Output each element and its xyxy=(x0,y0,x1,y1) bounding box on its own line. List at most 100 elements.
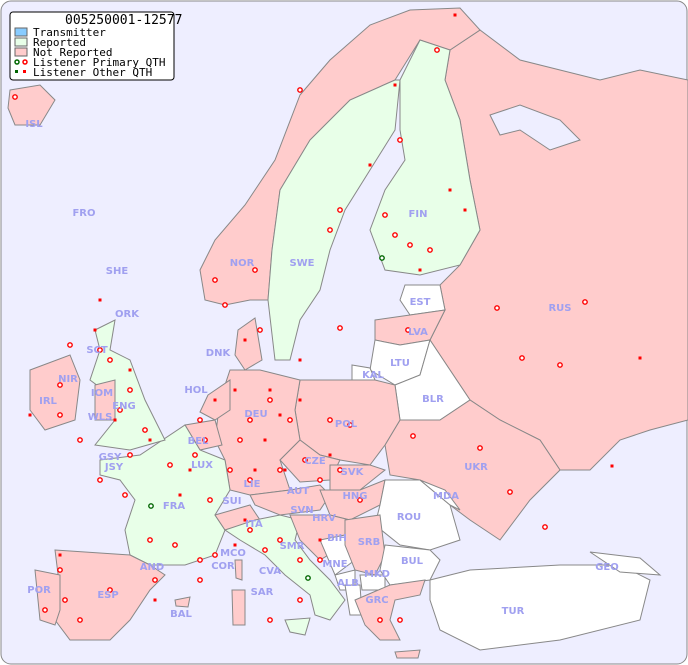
country-label-wls: WLS xyxy=(88,412,113,423)
country-geo xyxy=(589,551,662,576)
listener-primary-qth-marker xyxy=(302,457,308,463)
country-label-srb: SRB xyxy=(358,537,381,548)
listener-other-qth-marker xyxy=(148,438,152,442)
country-label-pol: POL xyxy=(335,419,358,430)
listener-primary-qth-marker-green xyxy=(148,503,154,509)
listener-primary-qth-marker xyxy=(57,382,63,388)
country-label-mkd: MKD xyxy=(364,569,390,580)
country-label-cor: COR xyxy=(211,561,235,572)
listener-other-qth-marker xyxy=(318,538,322,542)
listener-other-qth-marker xyxy=(233,388,237,392)
listener-primary-qth-marker xyxy=(262,547,268,553)
listener-primary-qth-marker xyxy=(67,342,73,348)
listener-primary-qth-marker xyxy=(297,597,303,603)
country-label-grc: GRC xyxy=(365,595,388,606)
listener-primary-qth-marker xyxy=(252,267,258,273)
country-label-mda: MDA xyxy=(433,491,459,502)
listener-other-qth-marker xyxy=(243,338,247,342)
country-label-svn: SVN xyxy=(290,505,313,516)
listener-primary-qth-marker xyxy=(317,557,323,563)
listener-primary-qth-marker xyxy=(107,357,113,363)
listener-other-qth-marker xyxy=(178,493,182,497)
country-label-rou: ROU xyxy=(397,512,421,523)
listener-other-qth-marker xyxy=(28,413,32,417)
country-tur xyxy=(429,564,651,651)
listener-primary-qth-marker-green xyxy=(305,575,311,581)
listener-other-qth-marker xyxy=(113,418,117,422)
listener-primary-qth-marker xyxy=(507,489,513,495)
listener-other-qth-marker xyxy=(58,553,62,557)
listener-primary-qth-marker xyxy=(197,577,203,583)
legend-label: Reported xyxy=(33,36,86,49)
legend-label: Transmitter xyxy=(33,26,106,39)
listener-other-qth-marker xyxy=(188,468,192,472)
listener-primary-qth-marker xyxy=(557,362,563,368)
listener-other-qth-marker xyxy=(368,163,372,167)
country-ita xyxy=(223,514,346,621)
listener-primary-qth-marker xyxy=(405,327,411,333)
listener-other-qth-marker xyxy=(298,398,302,402)
country-label-ork: ORK xyxy=(115,309,140,320)
country-label-bel: BEL xyxy=(188,436,209,447)
listener-primary-qth-marker xyxy=(397,617,403,623)
primary-qth-icon xyxy=(14,59,20,65)
country-label-nor: NOR xyxy=(230,258,255,269)
listener-other-qth-marker xyxy=(128,368,132,372)
country-label-fro: FRO xyxy=(72,208,95,219)
country-por xyxy=(34,569,61,626)
listener-primary-qth-marker xyxy=(42,607,48,613)
legend-box xyxy=(9,11,175,81)
country-label-est: EST xyxy=(410,297,431,308)
country-label-cze: CZE xyxy=(304,456,326,467)
country-label-svk: SVK xyxy=(341,467,365,478)
country-label-geo: GEO xyxy=(595,562,619,573)
country-label-bul: BUL xyxy=(401,556,424,567)
country-label-fra: FRA xyxy=(163,501,186,512)
country-svk xyxy=(329,464,387,491)
listener-primary-qth-marker xyxy=(107,587,113,593)
map-title: 005250001-12577 xyxy=(65,13,182,28)
listener-other-qth-marker xyxy=(98,298,102,302)
listener-primary-qth-marker xyxy=(57,412,63,418)
listener-primary-qth-marker xyxy=(212,552,218,558)
other-qth-icon xyxy=(23,70,26,73)
listener-primary-qth-marker xyxy=(212,277,218,283)
country-swe xyxy=(267,79,401,361)
country-label-bih: BIH xyxy=(327,533,347,544)
listener-primary-qth-marker xyxy=(519,355,525,361)
listener-primary-qth-marker xyxy=(152,577,158,583)
listener-primary-qth-marker xyxy=(77,437,83,443)
listener-other-qth-marker xyxy=(610,464,614,468)
listener-primary-qth-marker xyxy=(297,557,303,563)
country-label-sct: SCT xyxy=(86,345,108,356)
listener-primary-qth-marker xyxy=(192,452,198,458)
country-cre xyxy=(394,649,421,659)
listener-primary-qth-marker xyxy=(97,477,103,483)
primary-qth-icon xyxy=(22,59,28,65)
listener-other-qth-marker xyxy=(328,453,332,457)
country-label-mne: MNE xyxy=(322,559,347,570)
listener-primary-qth-marker xyxy=(277,467,283,473)
listener-other-qth-marker xyxy=(283,468,287,472)
country-label-bal: BAL xyxy=(170,609,192,620)
listener-primary-qth-marker xyxy=(197,557,203,563)
legend-label: Listener Primary QTH xyxy=(33,56,165,69)
listener-primary-qth-marker xyxy=(277,537,283,543)
listener-other-qth-marker xyxy=(463,208,467,212)
country-dnk xyxy=(234,317,263,371)
country-label-tur: TUR xyxy=(502,606,525,617)
listener-primary-qth-marker xyxy=(142,427,148,433)
country-label-ltu: LTU xyxy=(390,358,410,369)
listener-primary-qth-marker xyxy=(202,437,208,443)
listener-other-qth-marker xyxy=(213,398,217,402)
country-label-irl: IRL xyxy=(39,396,57,407)
listener-other-qth-marker xyxy=(253,468,257,472)
country-label-iom: IOM xyxy=(91,388,113,399)
country-label-por: POR xyxy=(27,585,51,596)
country-label-mco: MCO xyxy=(220,548,246,559)
listener-primary-qth-marker xyxy=(247,417,253,423)
country-label-fin: FIN xyxy=(409,209,428,220)
country-label-esp: ESP xyxy=(97,590,118,601)
legend-label: Listener Other QTH xyxy=(33,66,152,79)
listener-primary-qth-marker xyxy=(410,433,416,439)
